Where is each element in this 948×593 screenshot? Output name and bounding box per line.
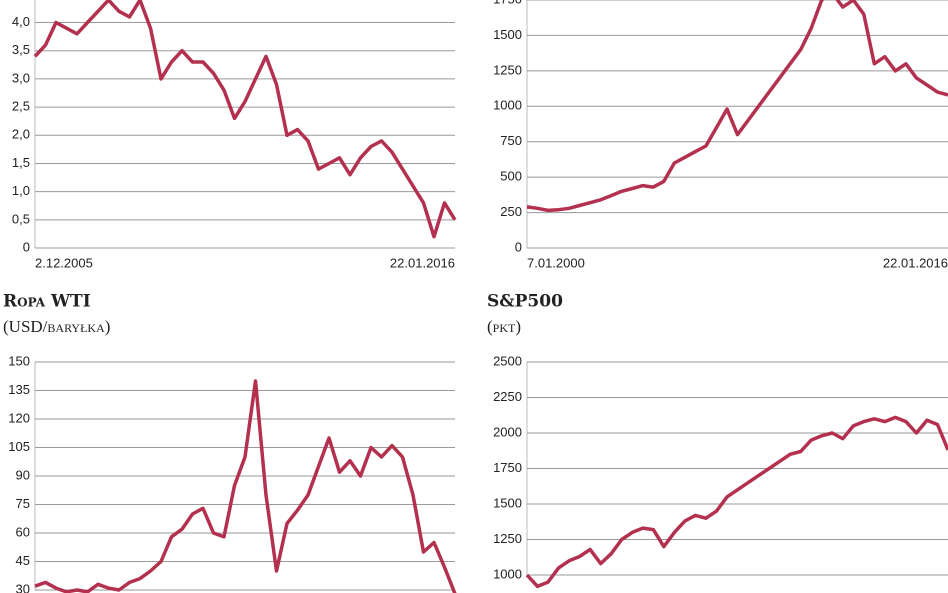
y-tick-label: 2000 bbox=[493, 424, 522, 439]
y-tick-label: 135 bbox=[8, 382, 30, 397]
y-tick-label: 1500 bbox=[493, 495, 522, 510]
chart-subtitle: (USD/baryłka) bbox=[3, 317, 110, 336]
y-tick-label: 0 bbox=[515, 239, 522, 254]
chart-title: Ropa WTI bbox=[3, 292, 91, 312]
x-tick-label: 2.12.2005 bbox=[35, 255, 93, 270]
y-tick-label: 1750 bbox=[493, 460, 522, 475]
y-tick-label: 1250 bbox=[493, 62, 522, 77]
y-tick-label: 1,5 bbox=[12, 155, 30, 170]
data-line bbox=[33, 0, 457, 239]
data-line bbox=[526, 0, 948, 213]
x-tick-label: 22.01.2016 bbox=[883, 255, 948, 270]
y-tick-label: 30 bbox=[16, 581, 30, 593]
y-tick-label: 90 bbox=[16, 467, 30, 482]
chart-title: S&P500 bbox=[487, 292, 563, 312]
y-tick-label: 120 bbox=[8, 410, 30, 425]
chart-subtitle: (pkt) bbox=[487, 317, 521, 336]
y-tick-label: 0,5 bbox=[12, 211, 30, 226]
y-tick-label: 1750 bbox=[493, 0, 522, 6]
y-tick-label: 2,0 bbox=[12, 127, 30, 142]
y-tick-label: 2250 bbox=[493, 389, 522, 404]
y-tick-label: 250 bbox=[500, 204, 522, 219]
y-tick-label: 4,0 bbox=[12, 14, 30, 29]
y-tick-label: 105 bbox=[8, 439, 30, 454]
x-tick-label: 22.01.2016 bbox=[390, 255, 455, 270]
y-tick-label: 1250 bbox=[493, 531, 522, 546]
y-tick-label: 60 bbox=[16, 524, 30, 539]
y-tick-label: 1500 bbox=[493, 27, 522, 42]
y-tick-label: 150 bbox=[8, 353, 30, 368]
x-tick-label: 7.01.2000 bbox=[527, 255, 585, 270]
y-tick-label: 500 bbox=[500, 169, 522, 184]
data-line bbox=[34, 379, 457, 593]
y-tick-label: 1000 bbox=[493, 98, 522, 113]
data-line bbox=[525, 415, 948, 589]
y-tick-label: 3,5 bbox=[12, 42, 30, 57]
y-tick-label: 75 bbox=[16, 496, 30, 511]
y-tick-label: 750 bbox=[500, 133, 522, 148]
y-tick-label: 45 bbox=[16, 553, 30, 568]
y-tick-label: 0 bbox=[23, 239, 30, 254]
y-tick-label: 1000 bbox=[493, 566, 522, 581]
y-tick-label: 3,0 bbox=[12, 70, 30, 85]
y-tick-label: 2,5 bbox=[12, 99, 30, 114]
y-tick-label: 1,0 bbox=[12, 183, 30, 198]
y-tick-label: 2500 bbox=[493, 353, 522, 368]
